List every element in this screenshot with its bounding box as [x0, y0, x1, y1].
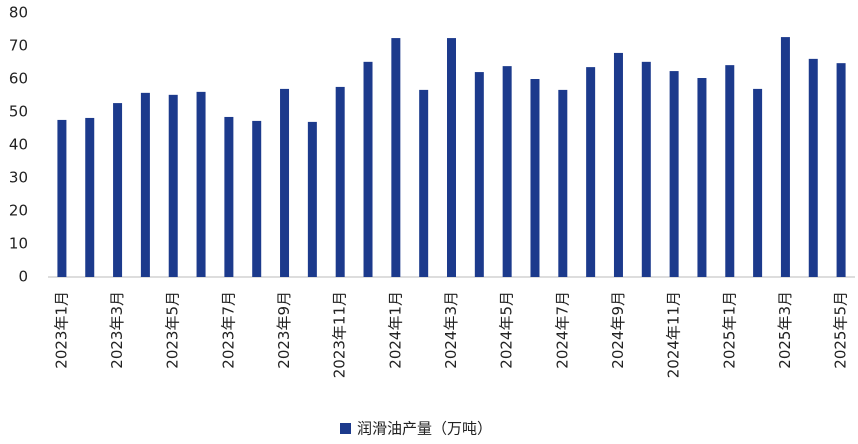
x-tick-label: 2025年3月 — [776, 291, 794, 369]
x-tick-label: 2025年1月 — [720, 291, 738, 369]
x-tick-label: 2023年11月 — [331, 291, 349, 378]
bar — [780, 37, 790, 278]
bar — [252, 120, 262, 277]
bar — [697, 78, 707, 277]
bar — [196, 91, 206, 278]
bar — [641, 61, 651, 278]
x-tick-label: 2023年7月 — [219, 291, 237, 369]
bar — [391, 38, 401, 277]
legend-swatch — [340, 423, 351, 434]
bar — [669, 71, 679, 277]
x-tick-label: 2023年3月 — [108, 291, 126, 369]
bar — [558, 89, 568, 277]
x-tick-label: 2023年9月 — [275, 291, 293, 369]
bar — [140, 92, 150, 277]
bar — [113, 103, 123, 277]
y-tick-label: 40 — [9, 136, 28, 154]
x-tick-label: 2024年5月 — [498, 291, 516, 369]
x-tick-label: 2024年7月 — [553, 291, 571, 369]
bar — [57, 119, 67, 277]
bar — [474, 72, 484, 277]
bar — [530, 79, 540, 277]
x-tick-label: 2024年11月 — [665, 291, 683, 378]
bar — [836, 63, 846, 277]
y-tick-label: 80 — [9, 4, 28, 22]
y-tick-label: 70 — [9, 37, 28, 55]
x-tick-label: 2024年1月 — [386, 291, 404, 369]
bar — [725, 65, 735, 277]
bar — [363, 61, 373, 278]
x-tick-label: 2023年5月 — [164, 291, 182, 369]
bar — [586, 67, 596, 278]
bar — [307, 121, 317, 278]
y-tick-label: 20 — [9, 202, 28, 220]
y-tick-label: 30 — [9, 169, 28, 187]
bar — [613, 52, 623, 278]
x-tick-label: 2024年9月 — [609, 291, 627, 369]
legend-label: 润滑油产量（万吨） — [357, 420, 492, 438]
y-tick-label: 0 — [18, 268, 28, 286]
bar — [168, 94, 178, 277]
y-tick-label: 10 — [9, 235, 28, 253]
x-tick-label: 2023年1月 — [52, 291, 70, 369]
bar — [419, 89, 429, 277]
y-tick-label: 60 — [9, 70, 28, 88]
bar — [808, 58, 818, 278]
bar — [85, 117, 95, 277]
x-tick-label: 2024年3月 — [442, 291, 460, 369]
bar — [502, 66, 512, 277]
bar — [224, 116, 234, 277]
x-tick-label: 2025年5月 — [832, 291, 850, 369]
bar — [280, 88, 290, 278]
y-tick-label: 50 — [9, 103, 28, 121]
bar — [335, 86, 345, 277]
bar — [753, 88, 763, 278]
bar — [447, 38, 456, 277]
